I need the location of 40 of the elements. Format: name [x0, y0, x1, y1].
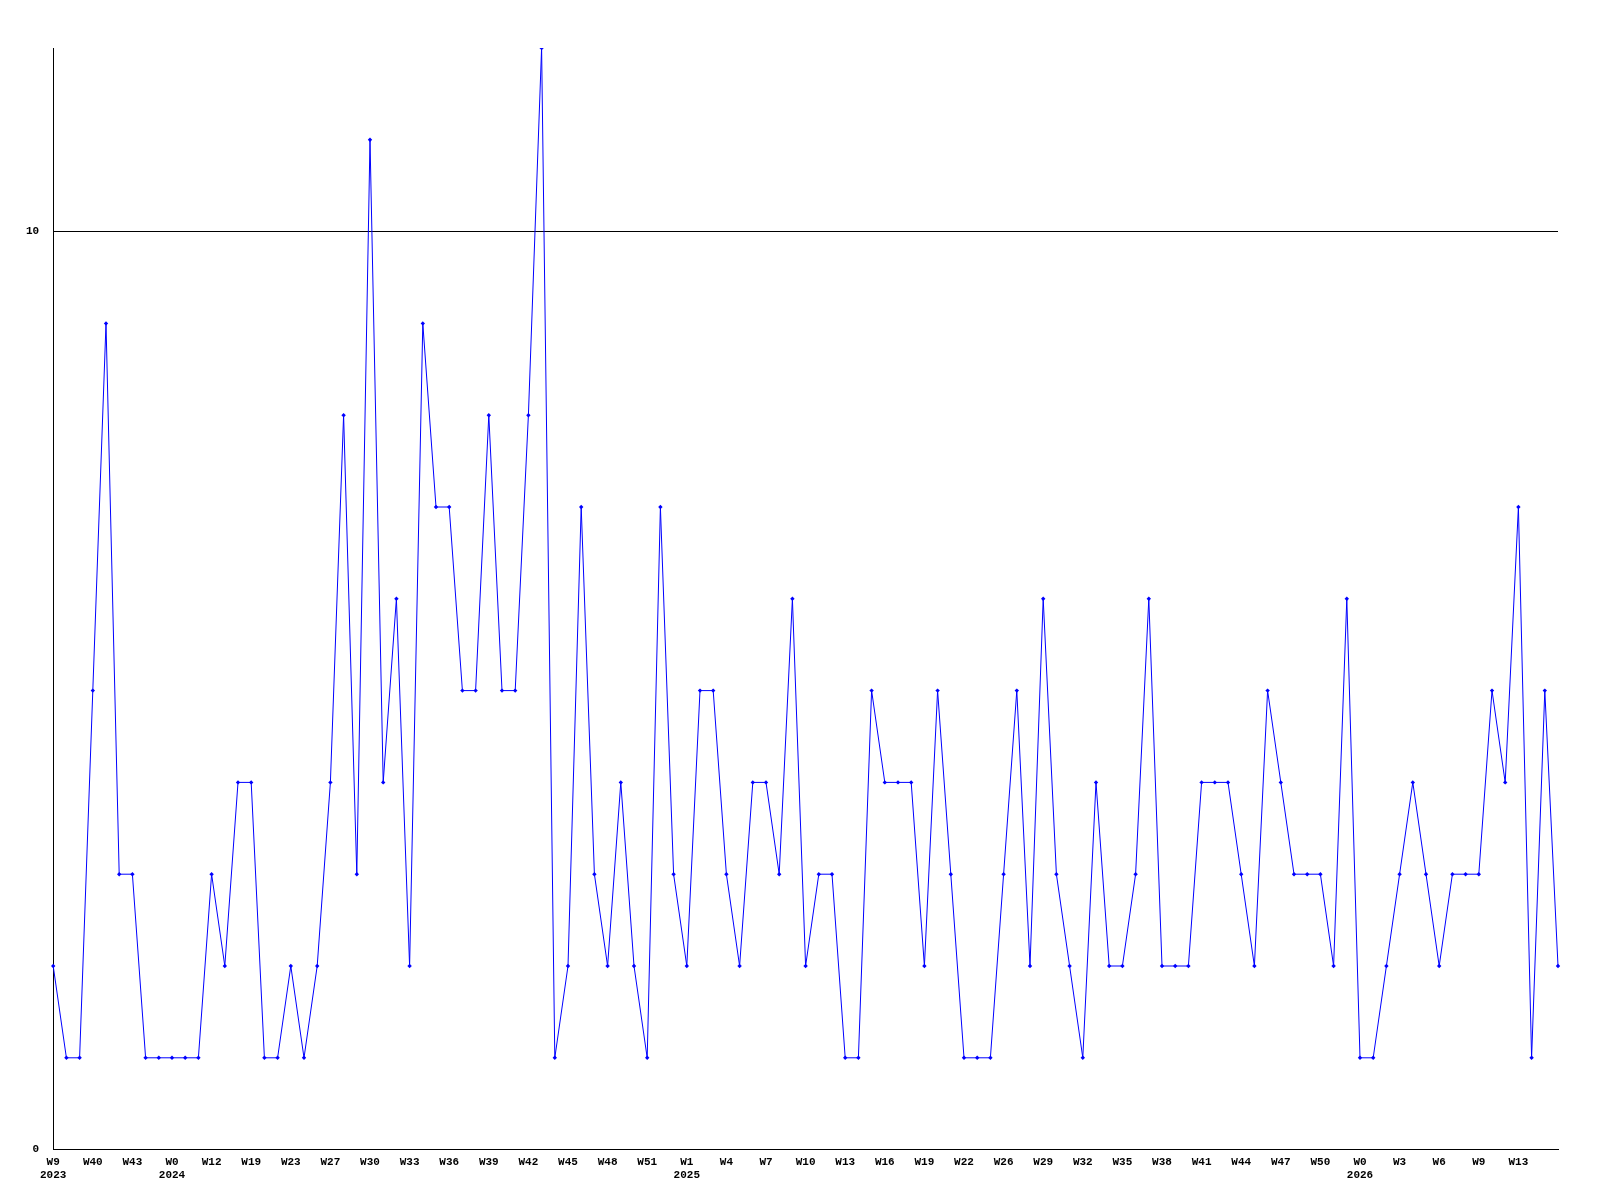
x-tick-label: W50	[1310, 1155, 1331, 1168]
x-tick-label: W1 2025	[673, 1155, 701, 1182]
x-tick-label: W39	[478, 1155, 499, 1168]
x-tick-label: W33	[399, 1155, 420, 1168]
x-tick-label: W4	[719, 1155, 734, 1168]
x-tick-label: W32	[1072, 1155, 1093, 1168]
x-tick-label: W29	[1033, 1155, 1054, 1168]
x-tick-label: W43	[122, 1155, 143, 1168]
x-tick-label: W22	[954, 1155, 974, 1168]
x-tick-label: W27	[320, 1155, 341, 1168]
x-tick-label: W9 2023	[40, 1155, 67, 1182]
x-tick-label: W0 2024	[158, 1155, 186, 1182]
x-tick-label: W45	[558, 1155, 579, 1168]
x-tick-label: W7	[759, 1155, 773, 1168]
x-tick-label: W47	[1270, 1155, 1291, 1168]
x-tick-label: W13	[1508, 1155, 1529, 1168]
x-tick-label: W38	[1152, 1155, 1173, 1168]
x-tick-label: W44	[1231, 1155, 1252, 1168]
x-tick-label: W23	[280, 1155, 302, 1168]
x-tick-label: W6	[1432, 1155, 1446, 1168]
x-tick-label: W13	[835, 1155, 856, 1168]
x-tick-label: W30	[360, 1155, 380, 1168]
x-tick-label: W16	[874, 1155, 895, 1168]
x-tick-label: W51	[637, 1155, 658, 1168]
x-tick-label: W0 2026	[1346, 1155, 1374, 1182]
x-tick-label: W12	[201, 1155, 222, 1168]
x-tick-label: W19	[914, 1155, 935, 1168]
y-tick-label: 0	[32, 1143, 40, 1156]
x-tick-label: W35	[1112, 1155, 1133, 1168]
x-tick-label: W40	[82, 1155, 103, 1168]
x-tick-label: W42	[518, 1155, 539, 1168]
x-tick-label: W19	[241, 1155, 262, 1168]
x-tick-label: W48	[597, 1155, 618, 1168]
y-tick-label: 10	[26, 225, 40, 238]
x-tick-label: W10	[795, 1155, 816, 1168]
x-tick-label: W26	[993, 1155, 1014, 1168]
x-tick-label: W41	[1191, 1155, 1212, 1168]
x-tick-label: W3	[1393, 1155, 1407, 1168]
x-tick-label: W9	[1472, 1155, 1486, 1168]
x-tick-label: W36	[439, 1155, 460, 1168]
